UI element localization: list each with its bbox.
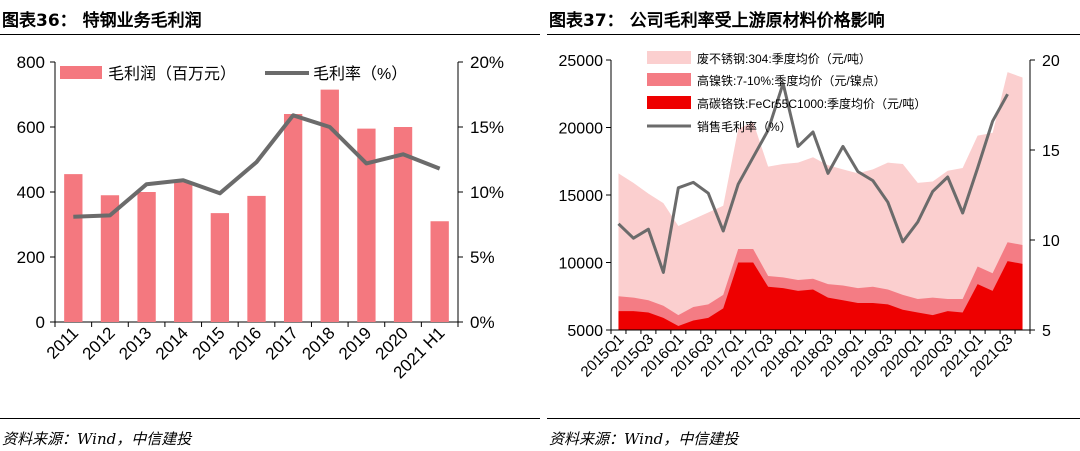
y-left-tick-label: 25000 [559,53,604,70]
area-series [618,242,1023,330]
y-right-tick-label: 0% [470,313,495,332]
chart-title: 图表37： 公司毛利率受上游原材料价格影响 [549,11,885,31]
gross-profit-chart: 02004006008000%5%10%15%20%20112012201320… [17,53,504,382]
x-tick-label: 2017 [262,323,302,363]
legend-label-area: 高碳铬铁:FeCr55C1000:季度均价（元/吨） [697,96,926,111]
source-note: 资料来源：Wind，中信建投 [549,430,739,448]
x-tick-label: 2013 [115,323,155,363]
area-series [618,72,1023,331]
y-right-tick-label: 10% [470,183,504,202]
x-tick-label: 2015 [189,323,229,363]
chart-title: 图表36： 特钢业务毛利润 [2,11,202,31]
footer-rule [547,418,1080,419]
y-left-tick-label: 10000 [559,256,604,273]
bar [64,174,83,322]
x-tick-label: 2012 [79,323,119,363]
bar [100,195,120,322]
legend-label-area: 废不锈钢:304:季度均价（元/吨） [697,51,871,66]
y-right-tick-label: 10 [1042,233,1060,250]
bar [320,89,339,322]
y-left-tick-label: 800 [17,53,45,72]
bar [174,182,193,322]
legend-label-bar: 毛利润（百万元） [108,65,236,83]
bar [393,127,413,322]
y-left-tick-label: 5000 [567,323,603,340]
source-note: 资料来源：Wind，中信建投 [2,430,192,448]
x-tick-label: 2019 [335,323,375,363]
bar [357,128,376,322]
y-right-tick-label: 20 [1042,53,1060,70]
area-series [618,261,1023,330]
legend-label-line: 销售毛利率（%） [697,119,792,134]
legend-swatch-area [647,96,691,109]
legend-swatch-bar [60,66,102,79]
x-tick-label: 2016 [225,323,265,363]
margin-line [617,81,1009,274]
legend-swatch-area [647,73,691,86]
chart-panel-left: 图表36： 特钢业务毛利润 0 200 400 600 800 0% 5% 10% 15% 20%… [0,11,540,448]
title-rule [547,34,1080,35]
legend-swatch-area [647,51,691,64]
y-right-tick-label: 15 [1042,143,1060,160]
y-right-tick-label: 5% [470,248,495,267]
bar [247,195,266,322]
y-right-tick-label: 20% [470,53,504,72]
y-left-tick-label: 15000 [559,188,604,205]
legend-label-line: 毛利率（%） [313,65,407,83]
chart-panel-right: 图表37： 公司毛利率受上游原材料价格影响 5000 10000 15000 2000… [547,0,1080,451]
y-left-tick-label: 200 [17,248,45,267]
bar [430,221,449,322]
title-rule [0,34,540,35]
bar [210,213,230,322]
y-left-tick-label: 600 [17,118,45,137]
y-left-tick-label: 400 [17,183,45,202]
x-tick-label: 2011 [43,323,82,362]
footer-rule [0,418,540,419]
x-tick-label: 2018 [298,323,338,363]
y-right-tick-label: 5 [1042,323,1051,340]
bar [283,114,303,322]
bar [137,192,156,322]
y-left-tick-label: 0 [36,313,45,332]
y-right-tick-label: 15% [470,118,504,137]
x-tick-label: 2014 [152,323,192,363]
raw-material-margin-chart: 50001000015000200002500051015202015Q1201… [559,51,1060,381]
y-left-tick-label: 20000 [559,121,604,138]
legend-label-area: 高镍铁:7-10%:季度均价（元/镍点） [697,73,886,88]
